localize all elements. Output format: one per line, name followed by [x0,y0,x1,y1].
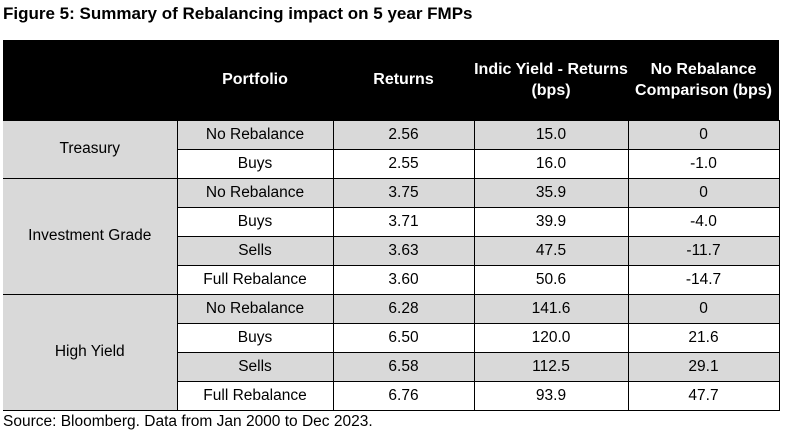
indic-yield-cell: 112.5 [473,351,629,382]
group-label: Investment Grade [3,177,178,295]
returns-cell: 3.63 [332,235,475,266]
indic-yield-cell: 50.6 [473,264,629,295]
header-group [3,40,177,120]
table-row: Buys 3.71 39.9 -4.0 [3,206,780,237]
header-returns: Returns [373,71,434,89]
indic-yield-cell: 39.9 [473,206,629,237]
table-row: Sells 6.58 112.5 29.1 [3,351,780,382]
returns-cell: 3.71 [332,206,475,237]
header-portfolio: Portfolio [222,71,288,89]
portfolio-cell: Full Rebalance [176,380,334,411]
table-body: Treasury No Rebalance 2.56 15.0 0 Buys 2.55 16.… [3,119,780,411]
portfolio-cell: Full Rebalance [176,264,334,295]
indic-yield-cell: 47.5 [473,235,629,266]
table-row: Investment Grade No Rebalance 3.75 35.9 0 [3,177,780,295]
table-row: Buys 2.55 16.0 -1.0 [3,148,780,179]
portfolio-cell: Sells [176,351,334,382]
indic-yield-cell: 15.0 [473,119,629,150]
table-row: Sells 3.63 47.5 -11.7 [3,235,780,266]
comparison-cell: -4.0 [627,206,780,237]
comparison-cell: 0 [627,293,780,324]
rebalancing-summary-table: Portfolio Returns Indic Yield - Returns … [3,40,780,411]
indic-yield-cell: 141.6 [473,293,629,324]
table-row: Treasury No Rebalance 2.56 15.0 0 [3,119,780,179]
comparison-cell: 29.1 [627,351,780,382]
indic-yield-cell: 35.9 [473,177,629,208]
returns-cell: 6.76 [332,380,475,411]
returns-cell: 6.28 [332,293,475,324]
source-note: Source: Bloomberg. Data from Jan 2000 to… [3,413,373,430]
comparison-cell: -1.0 [627,148,780,179]
indic-yield-cell: 16.0 [473,148,629,179]
portfolio-cell: No Rebalance [176,177,334,208]
table-row: Full Rebalance 3.60 50.6 -14.7 [3,264,780,295]
returns-cell: 2.55 [332,148,475,179]
returns-cell: 2.56 [332,119,475,150]
indic-yield-cell: 120.0 [473,322,629,353]
table-row: Full Rebalance 6.76 93.9 47.7 [3,380,780,411]
comparison-cell: 0 [627,177,780,208]
comparison-cell: -14.7 [627,264,780,295]
indic-yield-cell: 93.9 [473,380,629,411]
returns-cell: 3.75 [332,177,475,208]
returns-cell: 6.58 [332,351,475,382]
portfolio-cell: No Rebalance [176,293,334,324]
returns-cell: 6.50 [332,322,475,353]
header-row: Portfolio Returns Indic Yield - Returns … [3,40,779,120]
portfolio-cell: Buys [176,322,334,353]
table-row: Buys 6.50 120.0 21.6 [3,322,780,353]
portfolio-cell: No Rebalance [176,119,334,150]
comparison-cell: -11.7 [627,235,780,266]
portfolio-cell: Sells [176,235,334,266]
figure-title: Figure 5: Summary of Rebalancing impact … [3,4,473,23]
group-label: Treasury [3,119,178,179]
comparison-cell: 0 [627,119,780,150]
portfolio-cell: Buys [176,148,334,179]
returns-cell: 3.60 [332,264,475,295]
group-label: High Yield [3,293,178,411]
header-indic-yield: Indic Yield - Returns (bps) [474,60,628,99]
header-comparison: No Rebalance Comparison (bps) [635,60,772,99]
table-row: High Yield No Rebalance 6.28 141.6 0 [3,293,780,411]
comparison-cell: 47.7 [627,380,780,411]
portfolio-cell: Buys [176,206,334,237]
comparison-cell: 21.6 [627,322,780,353]
